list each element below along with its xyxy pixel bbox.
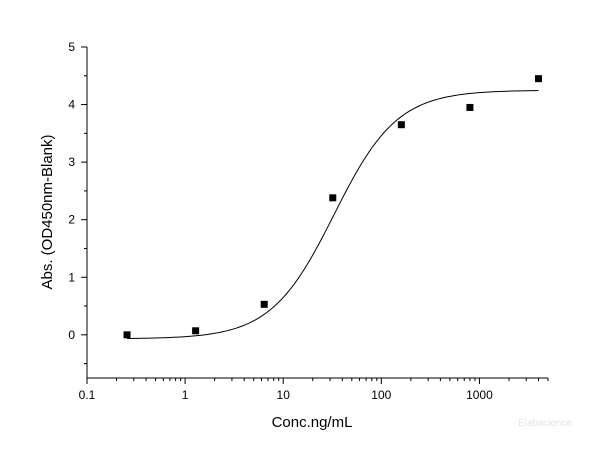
data-point <box>123 331 131 339</box>
fit-curve-layer <box>127 90 539 339</box>
x-tick-label: 1000 <box>466 388 493 402</box>
y-axis-label: Abs. (OD450nm-Blank) <box>39 134 56 289</box>
x-tick-label: 10 <box>277 388 291 402</box>
x-tick-label: 0.1 <box>79 388 96 402</box>
y-tick-label: 0 <box>68 328 75 342</box>
y-tick-label: 1 <box>68 270 75 284</box>
data-point <box>534 75 542 83</box>
y-tick-label: 3 <box>68 155 75 169</box>
y-tick-label: 2 <box>68 213 75 227</box>
y-tick-label: 5 <box>68 40 75 54</box>
data-point <box>466 103 474 111</box>
data-points-layer <box>123 75 542 339</box>
data-point <box>329 194 337 202</box>
x-tick-label: 100 <box>371 388 391 402</box>
x-tick-label: 1 <box>182 388 189 402</box>
data-point <box>397 121 405 129</box>
data-point <box>260 300 268 308</box>
fit-curve <box>127 90 539 339</box>
watermark-text: Elabscience <box>518 418 572 429</box>
data-point <box>192 327 200 335</box>
axes-layer: 0.1 1 10 100 1000 0 1 2 3 4 5 <box>68 40 549 402</box>
x-axis-label: Conc.ng/mL <box>272 414 353 431</box>
y-tick-label: 4 <box>68 98 75 112</box>
